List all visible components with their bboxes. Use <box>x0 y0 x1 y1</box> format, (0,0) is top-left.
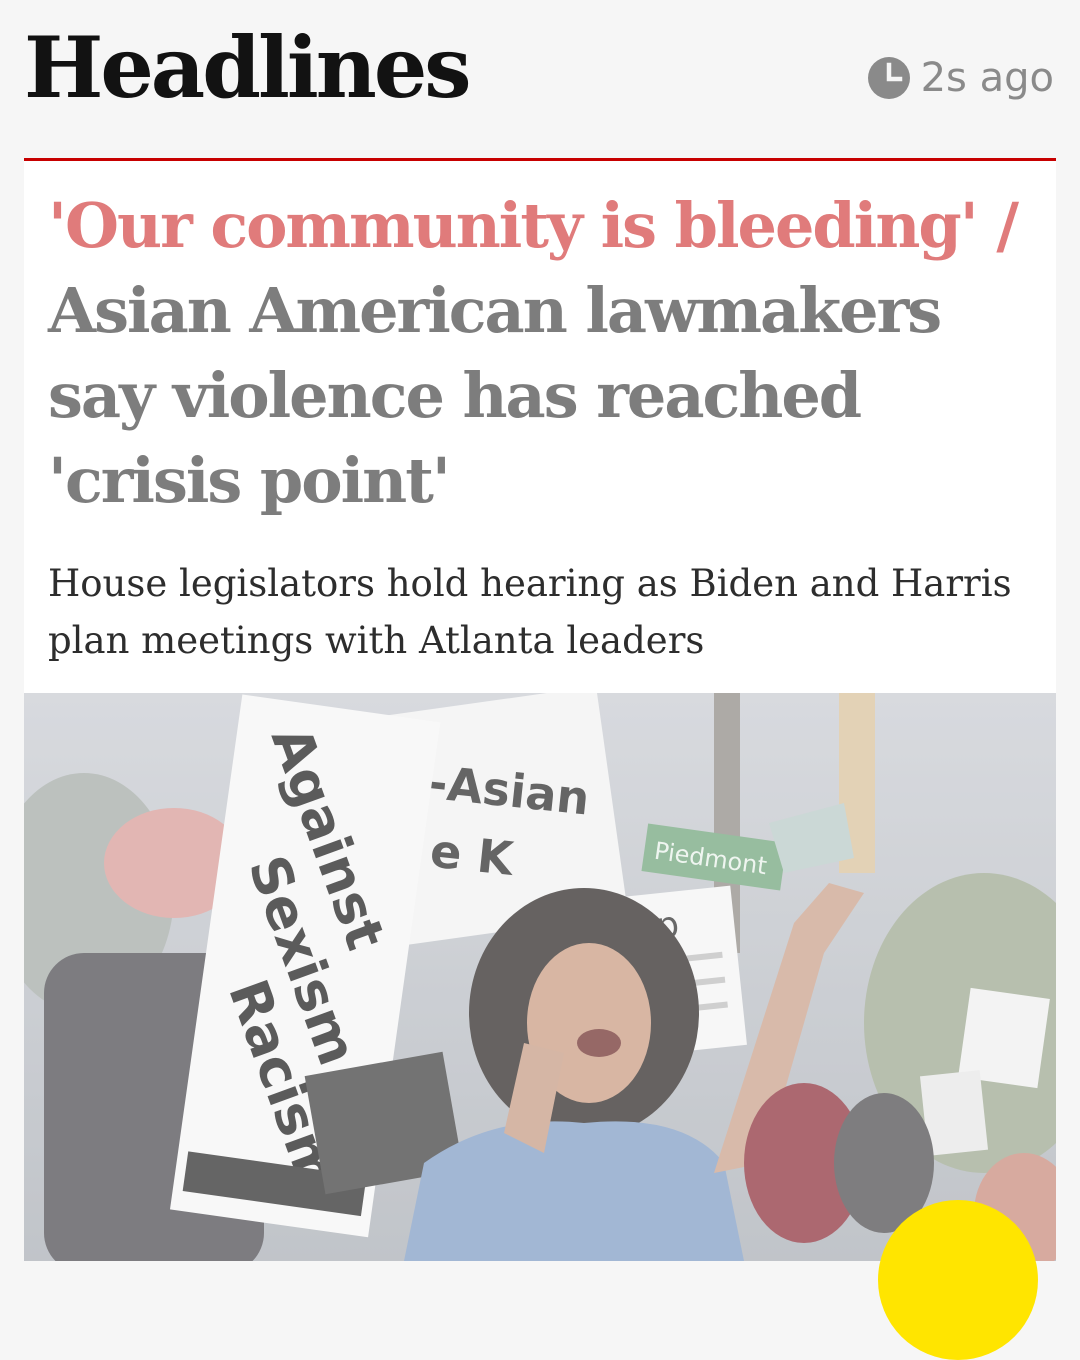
article-headline[interactable]: 'Our community is bleeding' / Asian Amer… <box>48 183 1038 523</box>
section-header: Headlines 2s ago <box>0 0 1080 160</box>
article-standfirst: House legislators hold hearing as Biden … <box>48 562 1012 662</box>
clock-icon <box>867 57 910 99</box>
article-card[interactable]: 'Our community is bleeding' / Asian Amer… <box>24 158 1056 1261</box>
headline-kicker: 'Our community is bleeding' / <box>48 189 1019 262</box>
headline-text: Asian American lawmakers say violence ha… <box>48 274 942 517</box>
timestamp: 2s ago <box>867 56 1054 100</box>
timestamp-label: 2s ago <box>920 55 1054 101</box>
protest-photo: Piedmont ti-Asian e K Stop Aga <box>24 693 1056 1261</box>
section-title: Headlines <box>24 18 472 117</box>
article-image[interactable]: Piedmont ti-Asian e K Stop Aga <box>24 693 1056 1261</box>
contribute-button[interactable] <box>878 1200 1038 1360</box>
banner-text-2: e K <box>428 824 518 887</box>
